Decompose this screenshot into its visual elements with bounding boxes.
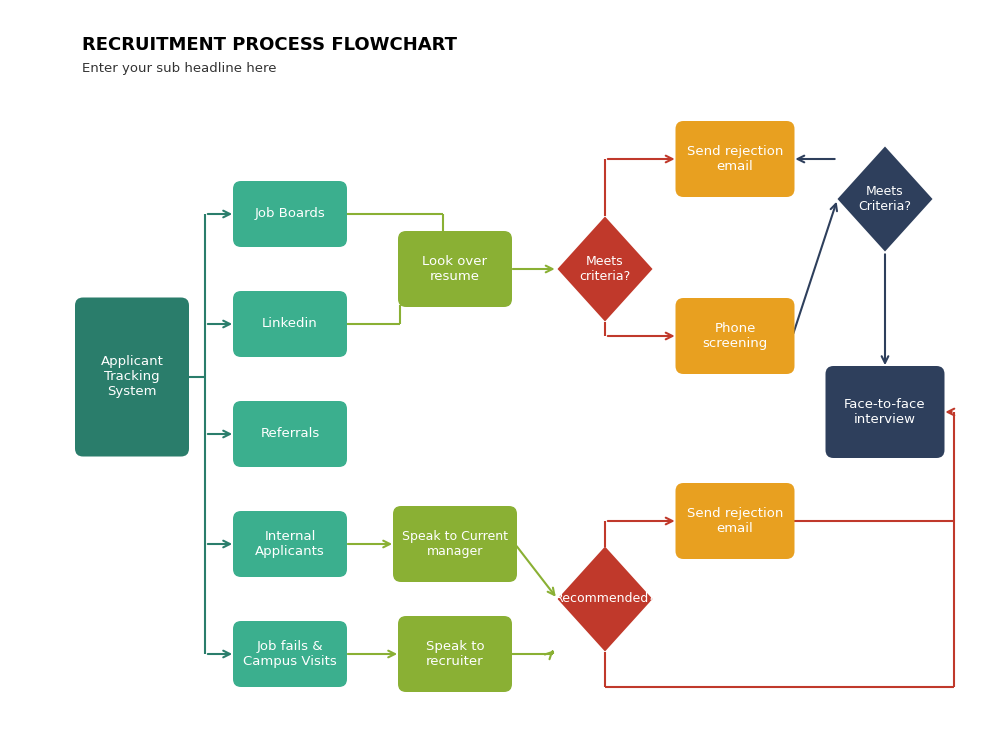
FancyBboxPatch shape: [398, 231, 512, 307]
Text: Send rejection
email: Send rejection email: [687, 507, 783, 535]
FancyBboxPatch shape: [676, 298, 794, 374]
FancyBboxPatch shape: [233, 291, 347, 357]
Text: Face-to-face
interview: Face-to-face interview: [844, 398, 926, 426]
Polygon shape: [558, 547, 652, 651]
FancyBboxPatch shape: [233, 181, 347, 247]
Text: Speak to
recruiter: Speak to recruiter: [426, 640, 484, 668]
FancyBboxPatch shape: [398, 616, 512, 692]
FancyBboxPatch shape: [233, 621, 347, 687]
FancyBboxPatch shape: [233, 401, 347, 467]
Text: Enter your sub headline here: Enter your sub headline here: [82, 62, 276, 75]
FancyBboxPatch shape: [676, 121, 794, 197]
Text: Look over
resume: Look over resume: [422, 255, 488, 283]
FancyBboxPatch shape: [676, 483, 794, 559]
Text: RECRUITMENT PROCESS FLOWCHART: RECRUITMENT PROCESS FLOWCHART: [82, 36, 457, 54]
Text: Referrals: Referrals: [260, 428, 320, 440]
FancyBboxPatch shape: [826, 366, 944, 458]
Text: Linkedin: Linkedin: [262, 317, 318, 330]
FancyBboxPatch shape: [393, 506, 517, 582]
Polygon shape: [838, 146, 932, 252]
FancyBboxPatch shape: [75, 298, 189, 456]
Text: Meets
Criteria?: Meets Criteria?: [858, 185, 912, 213]
Text: Phone
screening: Phone screening: [702, 322, 768, 350]
Text: Job Boards: Job Boards: [255, 207, 325, 220]
Text: Job fails &
Campus Visits: Job fails & Campus Visits: [243, 640, 337, 668]
Text: Meets
criteria?: Meets criteria?: [579, 255, 631, 283]
Text: Applicant
Tracking
System: Applicant Tracking System: [101, 355, 163, 399]
FancyBboxPatch shape: [233, 511, 347, 577]
Text: Speak to Current
manager: Speak to Current manager: [402, 530, 508, 558]
Polygon shape: [558, 216, 652, 321]
Text: Recommended?: Recommended?: [555, 593, 655, 605]
Text: Internal
Applicants: Internal Applicants: [255, 530, 325, 558]
Text: Send rejection
email: Send rejection email: [687, 145, 783, 173]
